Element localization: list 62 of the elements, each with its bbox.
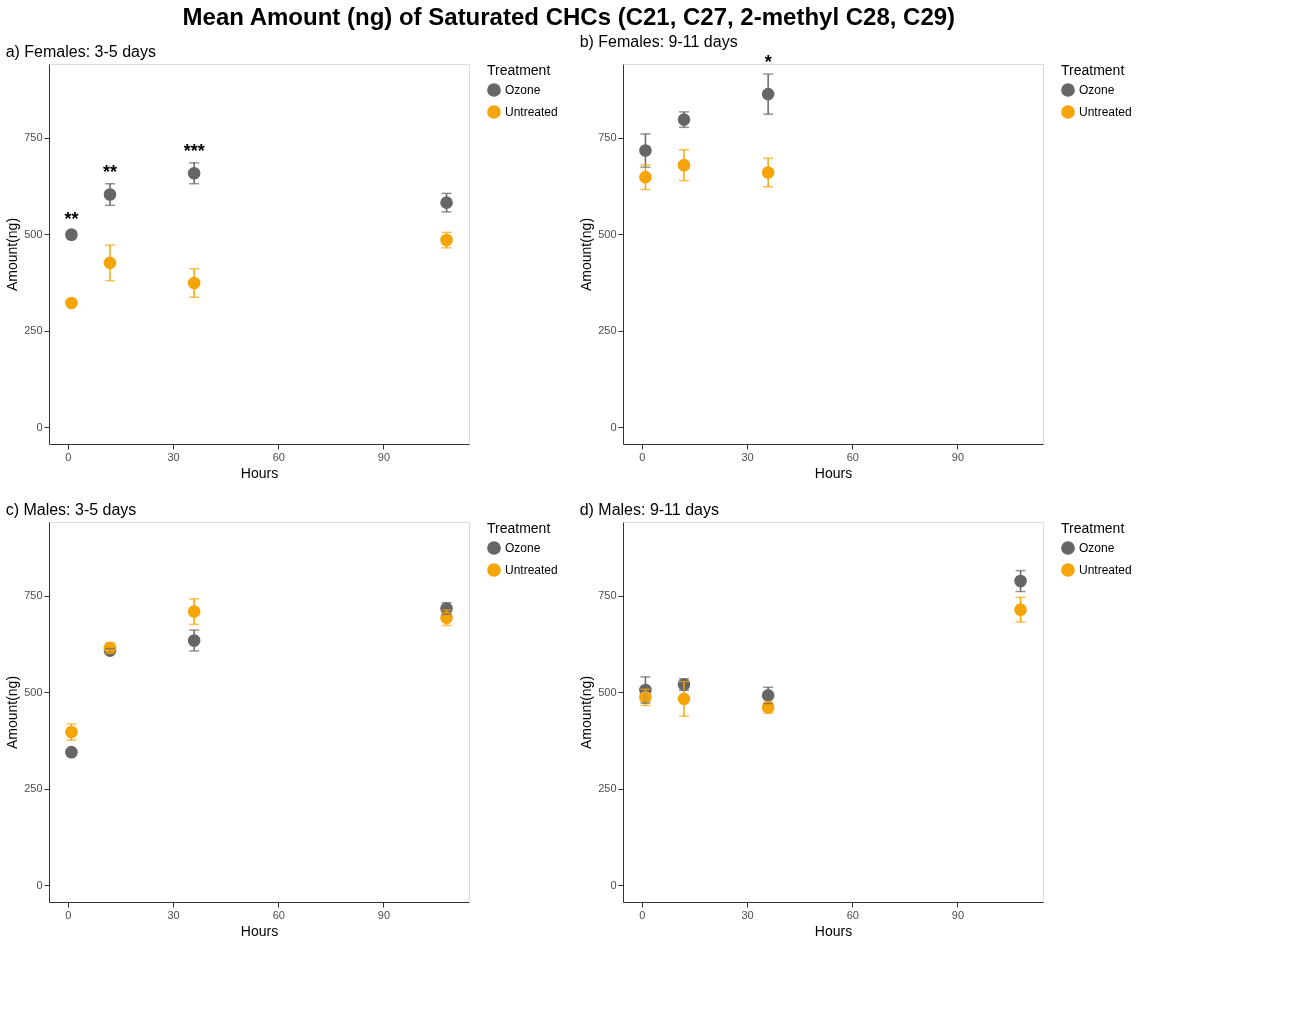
y-tick-label: 0 <box>36 420 43 433</box>
x-tick-label: 90 <box>377 450 391 463</box>
chart-subtitle: a) Females: 3-5 days <box>5 43 156 60</box>
y-tick-label: 500 <box>24 685 43 698</box>
legend-label: Untreated <box>1079 105 1132 119</box>
x-tick-label: 30 <box>167 908 180 921</box>
y-tick-label: 250 <box>24 782 43 795</box>
y-tick-label: 250 <box>24 324 43 337</box>
y-tick-label: 750 <box>598 589 617 602</box>
x-tick-label: 60 <box>272 908 285 921</box>
y-tick-label: 750 <box>24 131 43 144</box>
chart-subtitle: c) Males: 3-5 days <box>5 501 137 518</box>
x-tick-label: 30 <box>167 450 180 463</box>
y-axis-title: Amount(ng) <box>578 217 595 292</box>
y-axis-title: Amount(ng) <box>4 675 21 750</box>
legend-label: Untreated <box>1079 563 1132 577</box>
x-tick-label: 30 <box>741 450 754 463</box>
annotation: * <box>764 52 772 73</box>
legend-label: Untreated <box>505 105 558 119</box>
y-tick-label: 750 <box>24 589 43 602</box>
y-tick-label: 500 <box>598 227 617 240</box>
x-tick-label: 60 <box>846 908 859 921</box>
y-axis-title: Amount(ng) <box>4 217 21 292</box>
x-tick-label: 90 <box>377 908 391 921</box>
y-tick-label: 500 <box>24 227 43 240</box>
annotation: *** <box>183 140 205 161</box>
y-tick-label: 0 <box>610 420 617 433</box>
x-axis-title: Hours <box>814 922 853 939</box>
x-tick-label: 30 <box>741 908 754 921</box>
legend-label: Ozone <box>505 83 541 97</box>
legend-label: Untreated <box>505 563 558 577</box>
legend-title: Treatment <box>487 520 551 536</box>
y-tick-label: 250 <box>598 782 617 795</box>
y-axis-title: Amount(ng) <box>578 675 595 750</box>
chart-subtitle: d) Males: 9-11 days <box>579 501 719 518</box>
x-tick-label: 0 <box>639 908 646 921</box>
legend-title: Treatment <box>487 62 551 78</box>
x-axis-title: Hours <box>240 922 279 939</box>
legend-title: Treatment <box>1061 520 1125 536</box>
y-tick-label: 750 <box>598 131 617 144</box>
legend-label: Ozone <box>1079 83 1115 97</box>
legend-label: Ozone <box>1079 541 1115 555</box>
annotation: ** <box>102 161 118 182</box>
y-tick-label: 500 <box>598 685 617 698</box>
y-tick-label: 0 <box>36 878 43 891</box>
chart-subtitle: b) Females: 9-11 days <box>579 33 738 51</box>
x-tick-label: 0 <box>639 450 646 463</box>
annotation: ** <box>64 208 79 229</box>
text: Mean Amount (ng) of Saturated CHCs (C21, C27, 2-methyl C28, C29) <box>182 2 956 30</box>
x-tick-label: 60 <box>272 450 285 463</box>
legend-label: Ozone <box>505 541 541 555</box>
x-axis-title: Hours <box>240 464 279 481</box>
x-axis-title: Hours <box>814 464 853 481</box>
y-tick-label: 0 <box>610 878 617 891</box>
point <box>1014 574 1027 588</box>
y-tick-label: 250 <box>598 324 617 337</box>
legend-title: Treatment <box>1061 62 1125 78</box>
x-tick-label: 0 <box>65 450 72 463</box>
x-tick-label: 0 <box>65 908 72 921</box>
x-tick-label: 60 <box>846 450 859 463</box>
x-tick-label: 90 <box>951 908 965 921</box>
x-tick-label: 90 <box>951 450 965 463</box>
